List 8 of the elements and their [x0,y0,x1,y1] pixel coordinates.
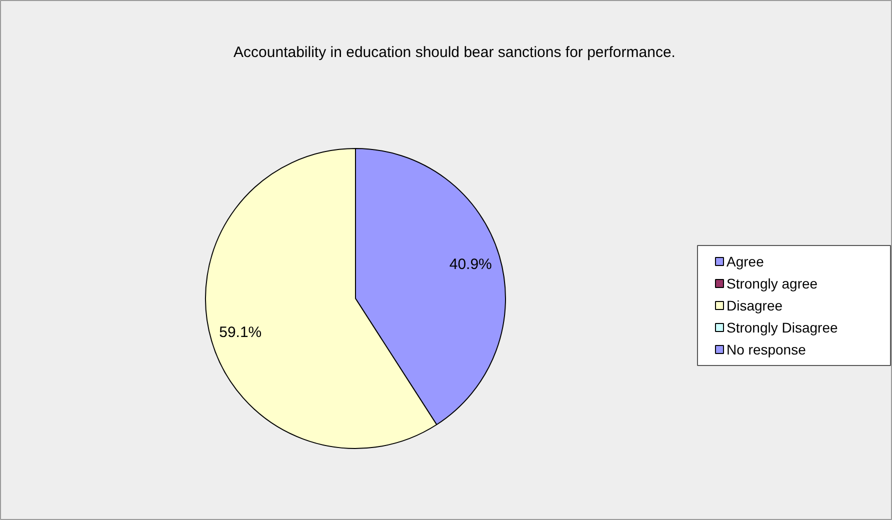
data-label: 59.1% [219,324,262,341]
legend-label: Strongly Disagree [726,320,838,336]
legend-label: No response [726,342,806,358]
legend-label: Strongly agree [726,276,818,292]
data-label: 40.9% [449,256,492,274]
legend-label: Agree [726,254,764,270]
chart-title: Accountability in education should bear sanctions for performance. [234,44,676,61]
legend-label: Disagree [726,298,783,314]
